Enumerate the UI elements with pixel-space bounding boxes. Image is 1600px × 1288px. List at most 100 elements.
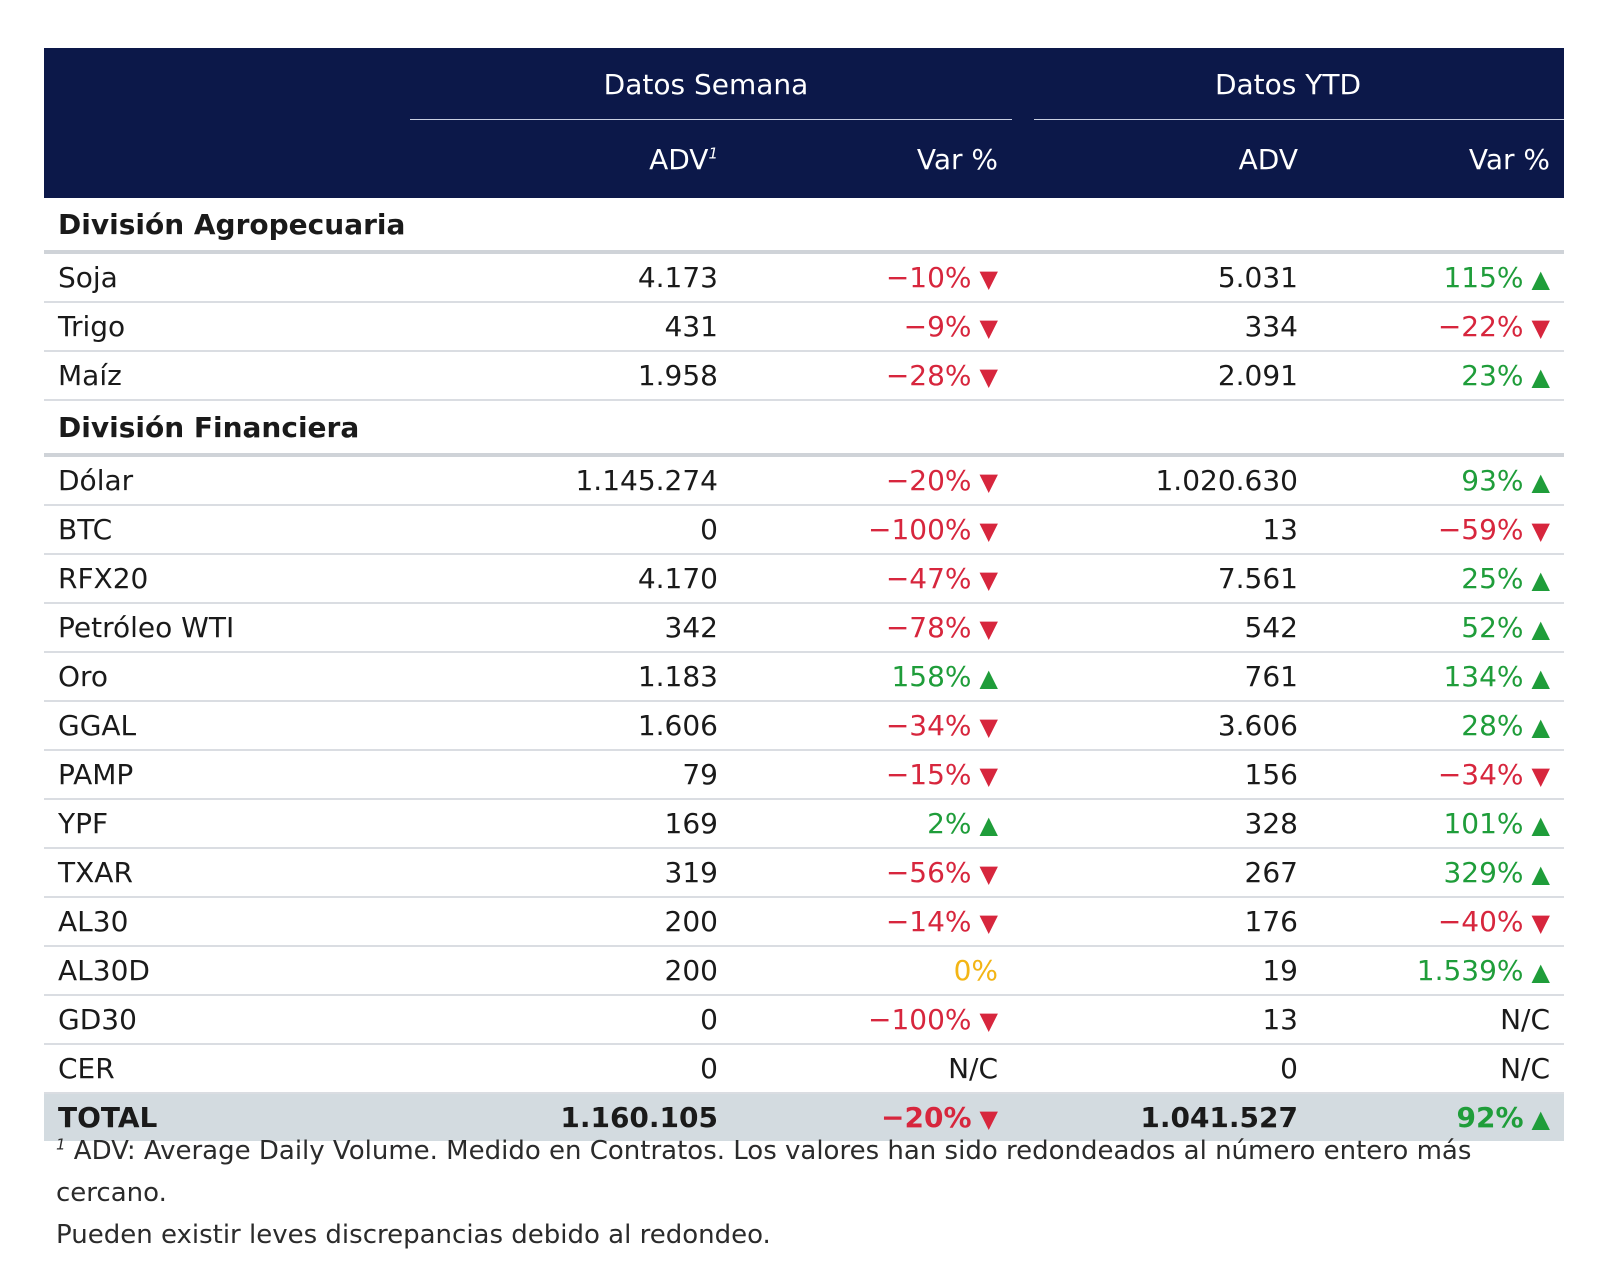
adv-week-value: 431 <box>400 302 732 352</box>
row-label: AL30D <box>44 946 400 996</box>
table-row: CER 0 N/C 0 N/C <box>44 1044 1564 1094</box>
volume-table-container: Datos Semana Datos YTD ADV1 Var % ADV Va… <box>44 48 1564 1141</box>
var-value: N/C <box>1500 1052 1550 1085</box>
triangle-down-icon: ▼ <box>979 517 998 545</box>
triangle-down-icon: ▼ <box>1531 517 1550 545</box>
triangle-up-icon: ▲ <box>1531 566 1550 594</box>
section-row: División Financiera <box>44 400 1564 457</box>
volume-table: Datos Semana Datos YTD ADV1 Var % ADV Va… <box>44 48 1564 1141</box>
table-row: AL30 200 −14% ▼ 176 −40% ▼ <box>44 897 1564 947</box>
triangle-up-icon: ▲ <box>1531 615 1550 643</box>
adv-week-value: 0 <box>400 505 732 555</box>
var-cell: −56% ▼ <box>732 848 1012 898</box>
col-var-week: Var % <box>732 120 1012 198</box>
var-value: −14% <box>885 905 972 938</box>
var-value: −100% <box>868 1003 972 1036</box>
triangle-down-icon: ▼ <box>979 1105 998 1133</box>
var-value: 101% <box>1443 807 1524 840</box>
col-var-ytd-label: Var % <box>1468 142 1550 176</box>
var-cell: −15% ▼ <box>732 750 1012 800</box>
var-cell: −20% ▼ <box>732 455 1012 506</box>
row-label: Trigo <box>44 302 400 352</box>
row-label: YPF <box>44 799 400 849</box>
table-row: AL30D 200 0% 19 1.539% ▲ <box>44 946 1564 996</box>
var-value: −28% <box>885 359 972 392</box>
triangle-up-icon: ▲ <box>1531 265 1550 293</box>
group-ytd-rule <box>1034 119 1564 120</box>
adv-ytd-value: 0 <box>1012 1044 1312 1094</box>
row-label: GD30 <box>44 995 400 1045</box>
var-cell: 0% <box>732 946 1012 996</box>
group-ytd-label: Datos YTD <box>1214 67 1362 101</box>
row-label: CER <box>44 1044 400 1094</box>
table-row: Dólar 1.145.274 −20% ▼ 1.020.630 93% ▲ <box>44 455 1564 506</box>
var-value: 158% <box>891 660 972 693</box>
var-value: 93% <box>1461 464 1524 497</box>
triangle-down-icon: ▼ <box>979 265 998 293</box>
table-body: División Agropecuaria Soja 4.173 −10% ▼ 5.031… <box>44 198 1564 1141</box>
triangle-down-icon: ▼ <box>979 468 998 496</box>
adv-ytd-value: 176 <box>1012 897 1312 947</box>
var-value: 23% <box>1461 359 1524 392</box>
triangle-up-icon: ▲ <box>1531 811 1550 839</box>
triangle-up-icon: ▲ <box>979 664 998 692</box>
var-cell: 101% ▲ <box>1312 799 1564 849</box>
adv-ytd-value: 13 <box>1012 505 1312 555</box>
col-adv-week-label: ADV <box>649 142 709 176</box>
adv-week-value: 169 <box>400 799 732 849</box>
var-value: 25% <box>1461 562 1524 595</box>
table-row: PAMP 79 −15% ▼ 156 −34% ▼ <box>44 750 1564 800</box>
var-cell: −28% ▼ <box>732 351 1012 401</box>
var-value: 1.539% <box>1416 954 1524 987</box>
group-header-ytd: Datos YTD <box>1012 48 1564 120</box>
group-week-rule <box>410 119 1012 120</box>
adv-week-value: 4.173 <box>400 252 732 303</box>
group-header-week: Datos Semana <box>400 48 1012 120</box>
var-value: 28% <box>1461 709 1524 742</box>
var-cell: N/C <box>1312 995 1564 1045</box>
table-row: BTC 0 −100% ▼ 13 −59% ▼ <box>44 505 1564 555</box>
adv-ytd-value: 19 <box>1012 946 1312 996</box>
triangle-down-icon: ▼ <box>979 713 998 741</box>
col-adv-ytd-label: ADV <box>1238 142 1298 176</box>
row-label: Oro <box>44 652 400 702</box>
header-blank-2 <box>44 120 400 198</box>
footnote-marker-1: 1 <box>56 1135 66 1154</box>
col-adv-ytd: ADV <box>1012 120 1312 198</box>
var-cell: 23% ▲ <box>1312 351 1564 401</box>
adv-week-value: 1.183 <box>400 652 732 702</box>
adv-week-value: 319 <box>400 848 732 898</box>
var-cell: 134% ▲ <box>1312 652 1564 702</box>
var-cell: −22% ▼ <box>1312 302 1564 352</box>
row-label: TOTAL <box>44 1093 400 1141</box>
adv-ytd-value: 267 <box>1012 848 1312 898</box>
table-row: Oro 1.183 158% ▲ 761 134% ▲ <box>44 652 1564 702</box>
var-cell: −10% ▼ <box>732 252 1012 303</box>
triangle-down-icon: ▼ <box>1531 762 1550 790</box>
section-title: División Agropecuaria <box>44 198 1564 254</box>
triangle-down-icon: ▼ <box>979 566 998 594</box>
var-value: 115% <box>1443 261 1524 294</box>
row-label: PAMP <box>44 750 400 800</box>
var-cell: 52% ▲ <box>1312 603 1564 653</box>
triangle-up-icon: ▲ <box>1531 363 1550 391</box>
var-value: −15% <box>885 758 972 791</box>
var-cell: −100% ▼ <box>732 505 1012 555</box>
var-value: −34% <box>1437 758 1524 791</box>
var-cell: 158% ▲ <box>732 652 1012 702</box>
table-row: Trigo 431 −9% ▼ 334 −22% ▼ <box>44 302 1564 352</box>
adv-ytd-value: 761 <box>1012 652 1312 702</box>
adv-ytd-value: 5.031 <box>1012 252 1312 303</box>
adv-ytd-value: 1.041.527 <box>1012 1093 1312 1141</box>
adv-week-value: 1.160.105 <box>400 1093 732 1141</box>
var-cell: 329% ▲ <box>1312 848 1564 898</box>
adv-ytd-value: 3.606 <box>1012 701 1312 751</box>
col-adv-week: ADV1 <box>400 120 732 198</box>
col-var-ytd: Var % <box>1312 120 1564 198</box>
adv-ytd-value: 7.561 <box>1012 554 1312 604</box>
var-cell: −59% ▼ <box>1312 505 1564 555</box>
table-row: Soja 4.173 −10% ▼ 5.031 115% ▲ <box>44 252 1564 303</box>
triangle-down-icon: ▼ <box>979 1007 998 1035</box>
var-cell: −40% ▼ <box>1312 897 1564 947</box>
var-cell: N/C <box>1312 1044 1564 1094</box>
